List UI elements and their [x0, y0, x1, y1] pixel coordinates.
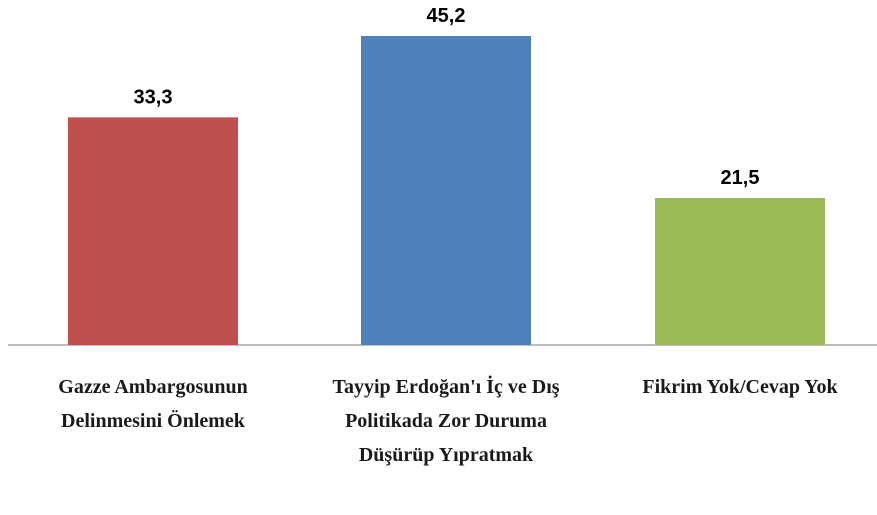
x-tick-label: Gazze Ambargosunun Delinmesini Önlemek — [58, 376, 248, 432]
bar — [655, 198, 825, 345]
bar — [68, 117, 238, 345]
bar — [361, 36, 531, 345]
data-label: 21,5 — [721, 167, 760, 189]
data-label: 33,3 — [134, 86, 173, 108]
x-tick-label: Fikrim Yok/Cevap Yok — [642, 376, 838, 398]
x-tick-label: Tayyip Erdoğan'ı İç ve Dış Politikada Zo… — [332, 376, 560, 466]
data-label: 45,2 — [427, 5, 466, 27]
